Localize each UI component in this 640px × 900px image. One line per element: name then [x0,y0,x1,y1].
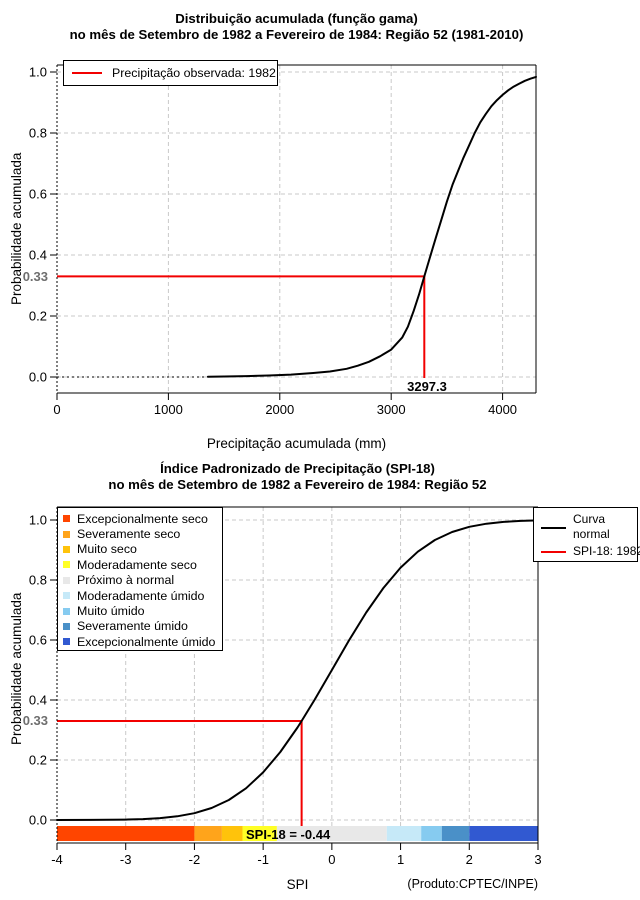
legend-item-label: Excepcionalmente úmido [77,634,216,649]
spi-category-bar-segment [221,826,243,841]
legend-item-label: Muito úmido [77,604,145,619]
spi-series-line-sample [541,551,566,553]
legend-swatch [63,638,70,646]
normal-curve-line-sample [541,527,566,529]
y-tick-label: 0.2 [29,753,47,768]
legend-label: Precipitação observada: 1982 [112,66,276,80]
y-tick-label: 0.4 [29,248,47,263]
legend-item: Severamente seco [58,526,222,541]
chart-title: Índice Padronizado de Precipitação (SPI-… [160,461,435,476]
y-tick-label: 1.0 [29,513,47,528]
legend-item-label: Moderadamente seco [77,557,197,572]
cdf-curve [56,519,539,821]
x-tick-label: 3000 [377,402,406,417]
spi-value-label: SPI-18 = -0.44 [246,827,331,842]
legend-item: Muito úmido [58,603,222,618]
y-tick-label: 0.0 [29,813,47,828]
y-tick-label: 1.0 [29,65,47,80]
observed-marker-line [57,720,303,826]
spi-category-bar-segment [194,826,222,841]
spi-category-bar-segment [421,826,442,841]
legend-swatch [63,545,70,553]
chart-title: Distribuição acumulada (função gama) [175,11,418,26]
legend-item-label: Severamente úmido [77,619,188,634]
y-tick-label: 0.4 [29,693,47,708]
spi-category-legend: Excepcionalmente seco Severamente seco Mui… [57,507,223,651]
curve-normal-label-line2: normal [573,527,610,541]
x-tick-label: -1 [257,852,269,867]
legend-item: Moderadamente úmido [58,588,222,603]
curve-normal-label-line1: Curva [573,512,606,526]
legend-swatch [63,530,70,538]
legend-item-label: Severamente seco [77,527,181,542]
chart-subtitle: no mês de Setembro de 1982 a Fevereiro d… [69,27,524,42]
legend-item: Próximo à normal [58,573,222,588]
x-tick-label: 2000 [265,402,294,417]
legend-item-label: Próximo à normal [77,573,175,588]
y-tick-label: 0.8 [29,573,47,588]
x-tick-label: 4000 [488,402,517,417]
spi-category-bar-segment [386,826,422,841]
legend-item: Moderadamente seco [58,557,222,572]
x-tick-label: -4 [51,852,63,867]
y-tick-label: 0.0 [29,370,47,385]
marker-y-label: 0.33 [22,713,48,728]
spi-category-bar-segment [441,826,470,841]
gamma-plot-canvas: 0 1000 2000 3000 4000 0.0 0.2 0.4 0.6 0.8 1.0 [29,64,537,417]
x-tick-label: -2 [189,852,201,867]
cdf-curve [206,75,537,378]
x-tick-label: 1 [397,852,404,867]
spi-category-bar-segment [242,826,277,841]
product-credit: (Produto:CPTEC/INPE) [407,877,538,891]
spi-category-bar-segment [469,826,538,841]
x-tick-label: 3 [534,852,541,867]
legend-swatch [63,607,70,615]
y-tick-label: 0.6 [29,187,47,202]
legend-item: Excepcionalmente seco [58,511,222,526]
legend-swatch [63,561,70,569]
x-tick-label: 1000 [154,402,183,417]
x-axis-label: SPI [286,877,309,892]
legend-item-label: Excepcionalmente seco [77,511,208,526]
series-legend: Curva normal SPI-18: 1982 [533,507,640,562]
x-tick-label: -3 [120,852,132,867]
legend-swatch [63,515,70,523]
marker-x-label: 3297.3 [407,379,447,394]
spi-category-bar-segment [57,826,195,841]
legend-item: Severamente úmido [58,619,222,634]
legend-item-label: Muito seco [77,542,137,557]
legend-swatch [63,592,70,600]
spi-category-bar-segment [276,826,387,841]
y-tick-label: 0.2 [29,309,47,324]
legend-item-label: Moderadamente úmido [77,588,205,603]
chart-subtitle: no mês de Setembro de 1982 a Fevereiro d… [108,477,487,492]
legend-item: Muito seco [58,542,222,557]
x-tick-label: 0 [53,402,60,417]
x-tick-label: 2 [466,852,473,867]
legend-swatch [63,622,70,630]
legend-swatch [63,576,70,584]
y-axis-label: Probabilidade acumulada [9,592,24,745]
legend-line-sample [72,72,102,74]
spi-series-label: SPI-18: 1982 [573,544,640,558]
legend-item: Excepcionalmente úmido [58,634,222,649]
x-axis-label: Precipitação acumulada (mm) [206,436,387,451]
y-tick-label: 0.6 [29,633,47,648]
y-tick-label: 0.8 [29,126,47,141]
legend-box: Precipitação observada: 1982 [63,60,278,86]
x-tick-label: 0 [328,852,335,867]
marker-y-label: 0.33 [22,269,48,284]
